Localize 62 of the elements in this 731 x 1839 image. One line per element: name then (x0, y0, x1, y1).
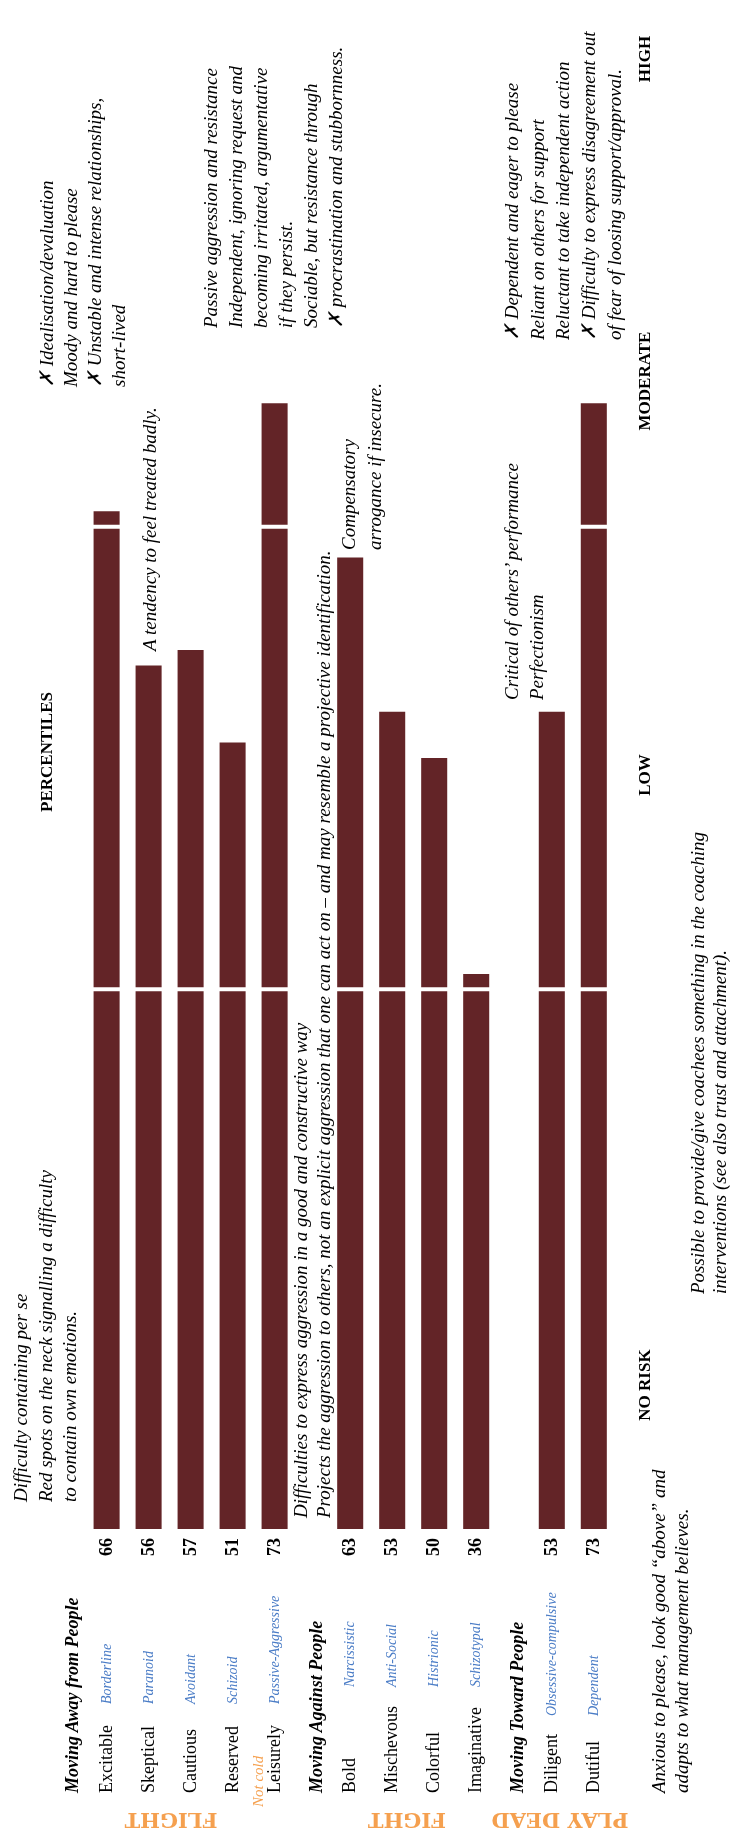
annotation: Difficulty containing per se Red spots on the neck signalling a difficulty to contain own emotions. (10, 1169, 80, 1503)
data-label: 36 (465, 1538, 486, 1556)
x-tick-label: Reserved (221, 1726, 242, 1793)
text: ✗ Dependent and eager to please Reliant on others for support Reluctant to take independent action ✗ Difficulty to express disagreement out of fear of loosing support/approval. (501, 30, 625, 341)
bar (421, 758, 448, 1529)
text: FLIGHT (124, 1808, 218, 1833)
text: Not cold (250, 1755, 266, 1808)
x-tick-label: Moving Against People (305, 1620, 326, 1794)
x-tick-label: Moving Toward People (507, 1621, 528, 1794)
annotation: Difficulties to express aggression in a good and constructive way Projects the aggression to others, not an explicit aggression that one can act on – and may resemble a projective identification. (290, 550, 334, 1519)
text: Passive-Aggressive (266, 1595, 282, 1705)
x-tick-label: Bold (339, 1757, 360, 1793)
text: ✗ Idealisation/devaluation Moody and hard to please ✗ Unstable and intense relationships, short-lived (36, 97, 129, 388)
annotation: A tendency to feel treated badly. (139, 407, 160, 653)
y-axis-title: PERCENTILES (37, 692, 56, 812)
text: Avoidant (182, 1653, 198, 1705)
text: Possible to provide/give coachees something in the coaching interventions (see also trust and attachment). (687, 831, 731, 1295)
data-label: 73 (582, 1538, 603, 1556)
data-label: 57 (179, 1538, 200, 1556)
bar (219, 742, 246, 1529)
text: FIGHT (367, 1808, 447, 1833)
text: Borderline (98, 1643, 114, 1704)
data-label: 50 (423, 1538, 444, 1556)
text: Passive aggression and resistance Independent, ignoring request and becoming irritated, argumentative if they persist. Sociable, but resistance through ✗ procrastination and stubbornness. (200, 46, 346, 329)
x-tick-label: Colorful (423, 1732, 444, 1793)
text: MODERATE (635, 331, 654, 431)
text: HIGH (635, 35, 654, 83)
x-tick-label: Mischevous (381, 1706, 402, 1793)
x-tick-label: Excitable (95, 1725, 116, 1793)
x-tick-label: Cautious (179, 1728, 200, 1793)
bar (337, 557, 364, 1529)
bar (177, 650, 204, 1529)
data-label: 63 (339, 1538, 360, 1556)
data-label: 73 (263, 1538, 284, 1556)
text: Anxious to please, look good “above” and adapts to what management believes. (648, 1469, 692, 1795)
data-label: 56 (137, 1538, 158, 1556)
x-tick-label: Diligent (540, 1734, 561, 1793)
text: Schizoid (224, 1655, 240, 1704)
data-label: 66 (95, 1538, 116, 1556)
x-tick-label: Skeptical (137, 1726, 158, 1793)
data-label: 53 (540, 1538, 561, 1556)
bar (580, 403, 607, 1529)
data-label: 53 (381, 1538, 402, 1556)
text: PLAY DEAD (491, 1808, 629, 1833)
text: Anti-Social (384, 1623, 400, 1688)
x-tick-label: Dutiful (582, 1741, 603, 1793)
x-tick-label: Imaginative (465, 1707, 486, 1793)
data-label: 51 (221, 1538, 242, 1556)
annotation: Critical of others’ performance Perfectionism (501, 463, 547, 701)
text: Paranoid (140, 1650, 156, 1705)
x-tick-label: Moving Away from People (62, 1597, 82, 1794)
text: Histrionic (426, 1629, 442, 1688)
text: Schizotypal (468, 1622, 484, 1687)
bar (135, 665, 162, 1529)
x-tick-label: Leisurely (263, 1725, 284, 1793)
annotation: Compensatory arrogance if insecure. (338, 383, 385, 550)
text: Dependent (585, 1654, 601, 1717)
text: LOW (635, 754, 654, 796)
text: NO RISK (635, 1348, 654, 1421)
bar (379, 711, 406, 1529)
text: Narcissistic (342, 1620, 358, 1688)
text: Obsessive-compulsive (543, 1592, 559, 1716)
